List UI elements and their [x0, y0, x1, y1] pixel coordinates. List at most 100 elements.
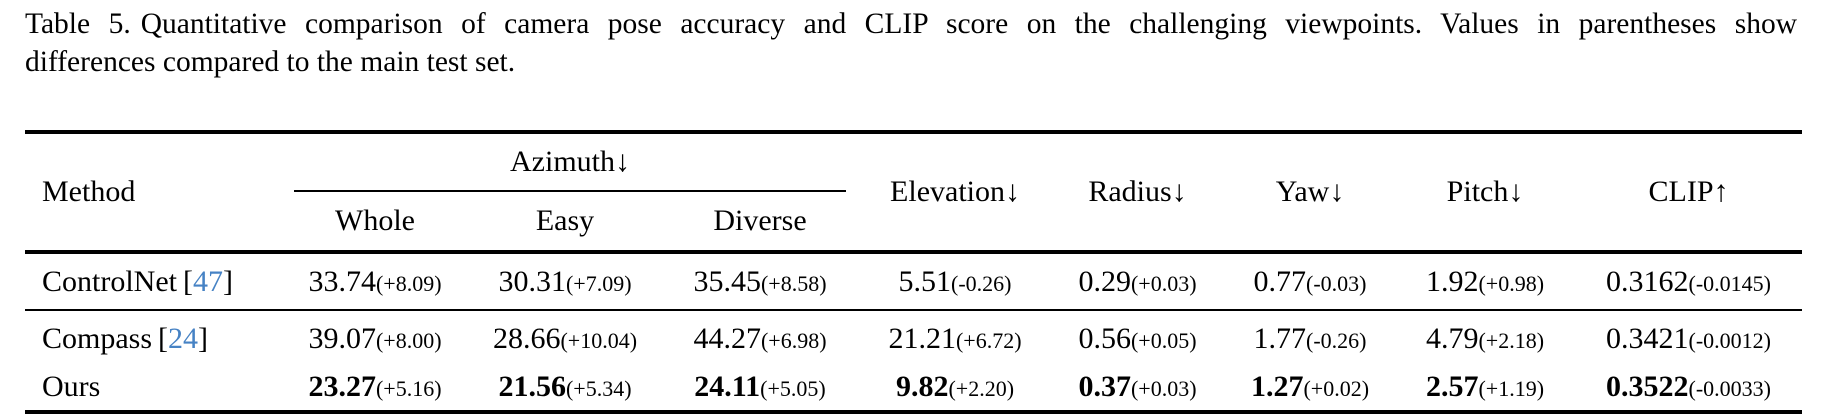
- main-value: 1.92: [1425, 264, 1479, 298]
- delta-value: (+7.09): [565, 270, 632, 296]
- delta-value: (+10.04): [560, 328, 638, 353]
- main-value: 21.56: [498, 370, 566, 403]
- main-value: 33.74: [308, 264, 376, 298]
- method-name: Compass: [42, 322, 153, 355]
- col-header-elevation: Elevation↓: [890, 175, 1020, 208]
- col-header-yaw: Yaw↓: [1275, 175, 1345, 208]
- main-value: 44.27: [693, 322, 761, 355]
- caption-text: Quantitative comparison of camera pose a…: [140, 8, 1797, 40]
- main-value: 23.27: [308, 370, 376, 403]
- value-cell: 4.79(+2.18): [1395, 310, 1575, 364]
- delta-value: (+2.18): [1478, 328, 1545, 353]
- delta-value: (+5.16): [375, 376, 442, 401]
- delta-value: (+6.98): [760, 328, 827, 353]
- value-cell: 0.3421(-0.0012): [1575, 310, 1802, 364]
- main-value: 30.31: [498, 264, 566, 298]
- delta-value: (+8.00): [375, 328, 442, 353]
- main-value: 35.45: [693, 264, 761, 298]
- value-cell: 0.37(+0.03): [1050, 364, 1225, 412]
- main-value: 0.77: [1253, 264, 1307, 298]
- method-cell: Ours: [25, 364, 280, 412]
- delta-value: (+0.98): [1478, 270, 1545, 296]
- table-row-ours: Ours 23.27(+5.16) 21.56(+5.34) 24.11(+5.…: [25, 364, 1802, 412]
- azimuth-group-label: Azimuth↓: [510, 145, 630, 178]
- delta-value: (+8.58): [760, 270, 827, 296]
- main-value: 0.3522: [1606, 370, 1689, 403]
- bracket-close: ]: [198, 322, 209, 355]
- table-row-controlnet: ControlNet [47] 33.74(+8.09) 30.31(+7.09)…: [25, 252, 1803, 310]
- delta-value: (-0.0033): [1688, 376, 1771, 401]
- delta-value: (+0.02): [1303, 376, 1370, 401]
- col-subheader-diverse: Diverse: [713, 204, 807, 237]
- delta-value: (-0.0145): [1688, 270, 1771, 296]
- method-cell: Compass [24]: [25, 310, 280, 364]
- value-cell: 1.77(-0.26): [1225, 310, 1395, 364]
- delta-value: (+1.19): [1478, 376, 1545, 401]
- main-value: 4.79: [1425, 322, 1479, 355]
- delta-value: (-0.03): [1306, 270, 1367, 296]
- caption-line-1: Table 5. Quantitative comparison of camer…: [25, 5, 1797, 43]
- table-row-compass: Compass [24] 39.07(+8.00) 28.66(+10.04) 4…: [25, 310, 1802, 364]
- value-cell: 0.56(+0.05): [1050, 310, 1225, 364]
- value-cell: 44.27(+6.98): [660, 310, 860, 364]
- col-header-clip: CLIP↑: [1648, 175, 1729, 208]
- main-value: 1.77: [1253, 322, 1307, 355]
- main-value: 0.3421: [1606, 322, 1689, 355]
- main-value: 1.27: [1250, 370, 1304, 403]
- main-value: 5.51: [898, 264, 952, 298]
- delta-value: (+2.20): [948, 376, 1015, 401]
- citation: [24]: [158, 322, 208, 355]
- delta-value: (-0.0012): [1688, 328, 1771, 353]
- delta-value: (+0.05): [1130, 328, 1197, 353]
- value-cell: 2.57(+1.19): [1395, 364, 1575, 412]
- azimuth-group-underline: Azimuth↓: [294, 134, 847, 192]
- delta-value: (-0.26): [1306, 328, 1367, 353]
- method-cell: ControlNet [47]: [25, 252, 280, 310]
- method-name: Ours: [42, 370, 101, 403]
- header-row-sub: Whole Easy Diverse: [25, 192, 1802, 252]
- main-value: 28.66: [492, 322, 561, 355]
- value-cell: 5.51(-0.26): [860, 252, 1050, 310]
- main-value: 21.21: [888, 322, 956, 355]
- bracket-open: [: [183, 264, 193, 298]
- value-cell: 23.27(+5.16): [280, 364, 470, 412]
- table-header: Method Azimuth↓ Elevation↓ Radius↓ Yaw↓ …: [25, 132, 1803, 252]
- value-cell: 28.66(+10.04): [470, 310, 660, 364]
- citation-link[interactable]: 47: [193, 264, 223, 298]
- citation-link[interactable]: 24: [168, 322, 199, 355]
- col-subheader-easy: Easy: [535, 204, 595, 237]
- delta-value: (+6.72): [955, 328, 1022, 353]
- value-cell: 0.3522(-0.0033): [1575, 364, 1802, 412]
- main-value: 39.07: [308, 322, 376, 355]
- main-value: 0.56: [1078, 322, 1131, 355]
- main-value: 9.82: [895, 370, 949, 403]
- col-subheader-whole: Whole: [335, 204, 415, 237]
- col-header-pitch: Pitch↓: [1446, 175, 1524, 208]
- main-value: 0.29: [1078, 264, 1131, 298]
- method-name: ControlNet: [42, 264, 177, 298]
- col-header-azimuth-group: Azimuth↓: [280, 132, 860, 192]
- delta-value: (+5.34): [565, 376, 632, 401]
- table-body: ControlNet [47] 33.74(+8.09) 30.31(+7.09)…: [25, 252, 1803, 412]
- caption-line-2: differences compared to the main test se…: [25, 46, 516, 78]
- value-cell: 30.31(+7.09): [470, 252, 660, 310]
- main-value: 24.11: [694, 370, 761, 403]
- table-caption: Table 5. Quantitative comparison of camer…: [25, 5, 1797, 81]
- value-cell: 24.11(+5.05): [660, 364, 860, 412]
- delta-value: (+5.05): [760, 376, 826, 401]
- value-cell: 21.56(+5.34): [470, 364, 660, 412]
- value-cell: 1.92(+0.98): [1395, 252, 1575, 310]
- caption-label: Table 5.: [25, 8, 131, 40]
- value-cell: 0.77(-0.03): [1225, 252, 1395, 310]
- bracket-close: ]: [223, 264, 233, 298]
- col-header-method: Method: [42, 175, 136, 208]
- bracket-open: [: [158, 322, 169, 355]
- value-cell: 0.29(+0.03): [1050, 252, 1225, 310]
- value-cell: 35.45(+8.58): [660, 252, 860, 310]
- col-header-radius: Radius↓: [1088, 175, 1187, 208]
- delta-value: (+8.09): [375, 270, 442, 296]
- main-value: 2.57: [1425, 370, 1479, 403]
- value-cell: 0.3162(-0.0145): [1575, 252, 1802, 310]
- header-row-top: Method Azimuth↓ Elevation↓ Radius↓ Yaw↓ …: [25, 132, 1802, 208]
